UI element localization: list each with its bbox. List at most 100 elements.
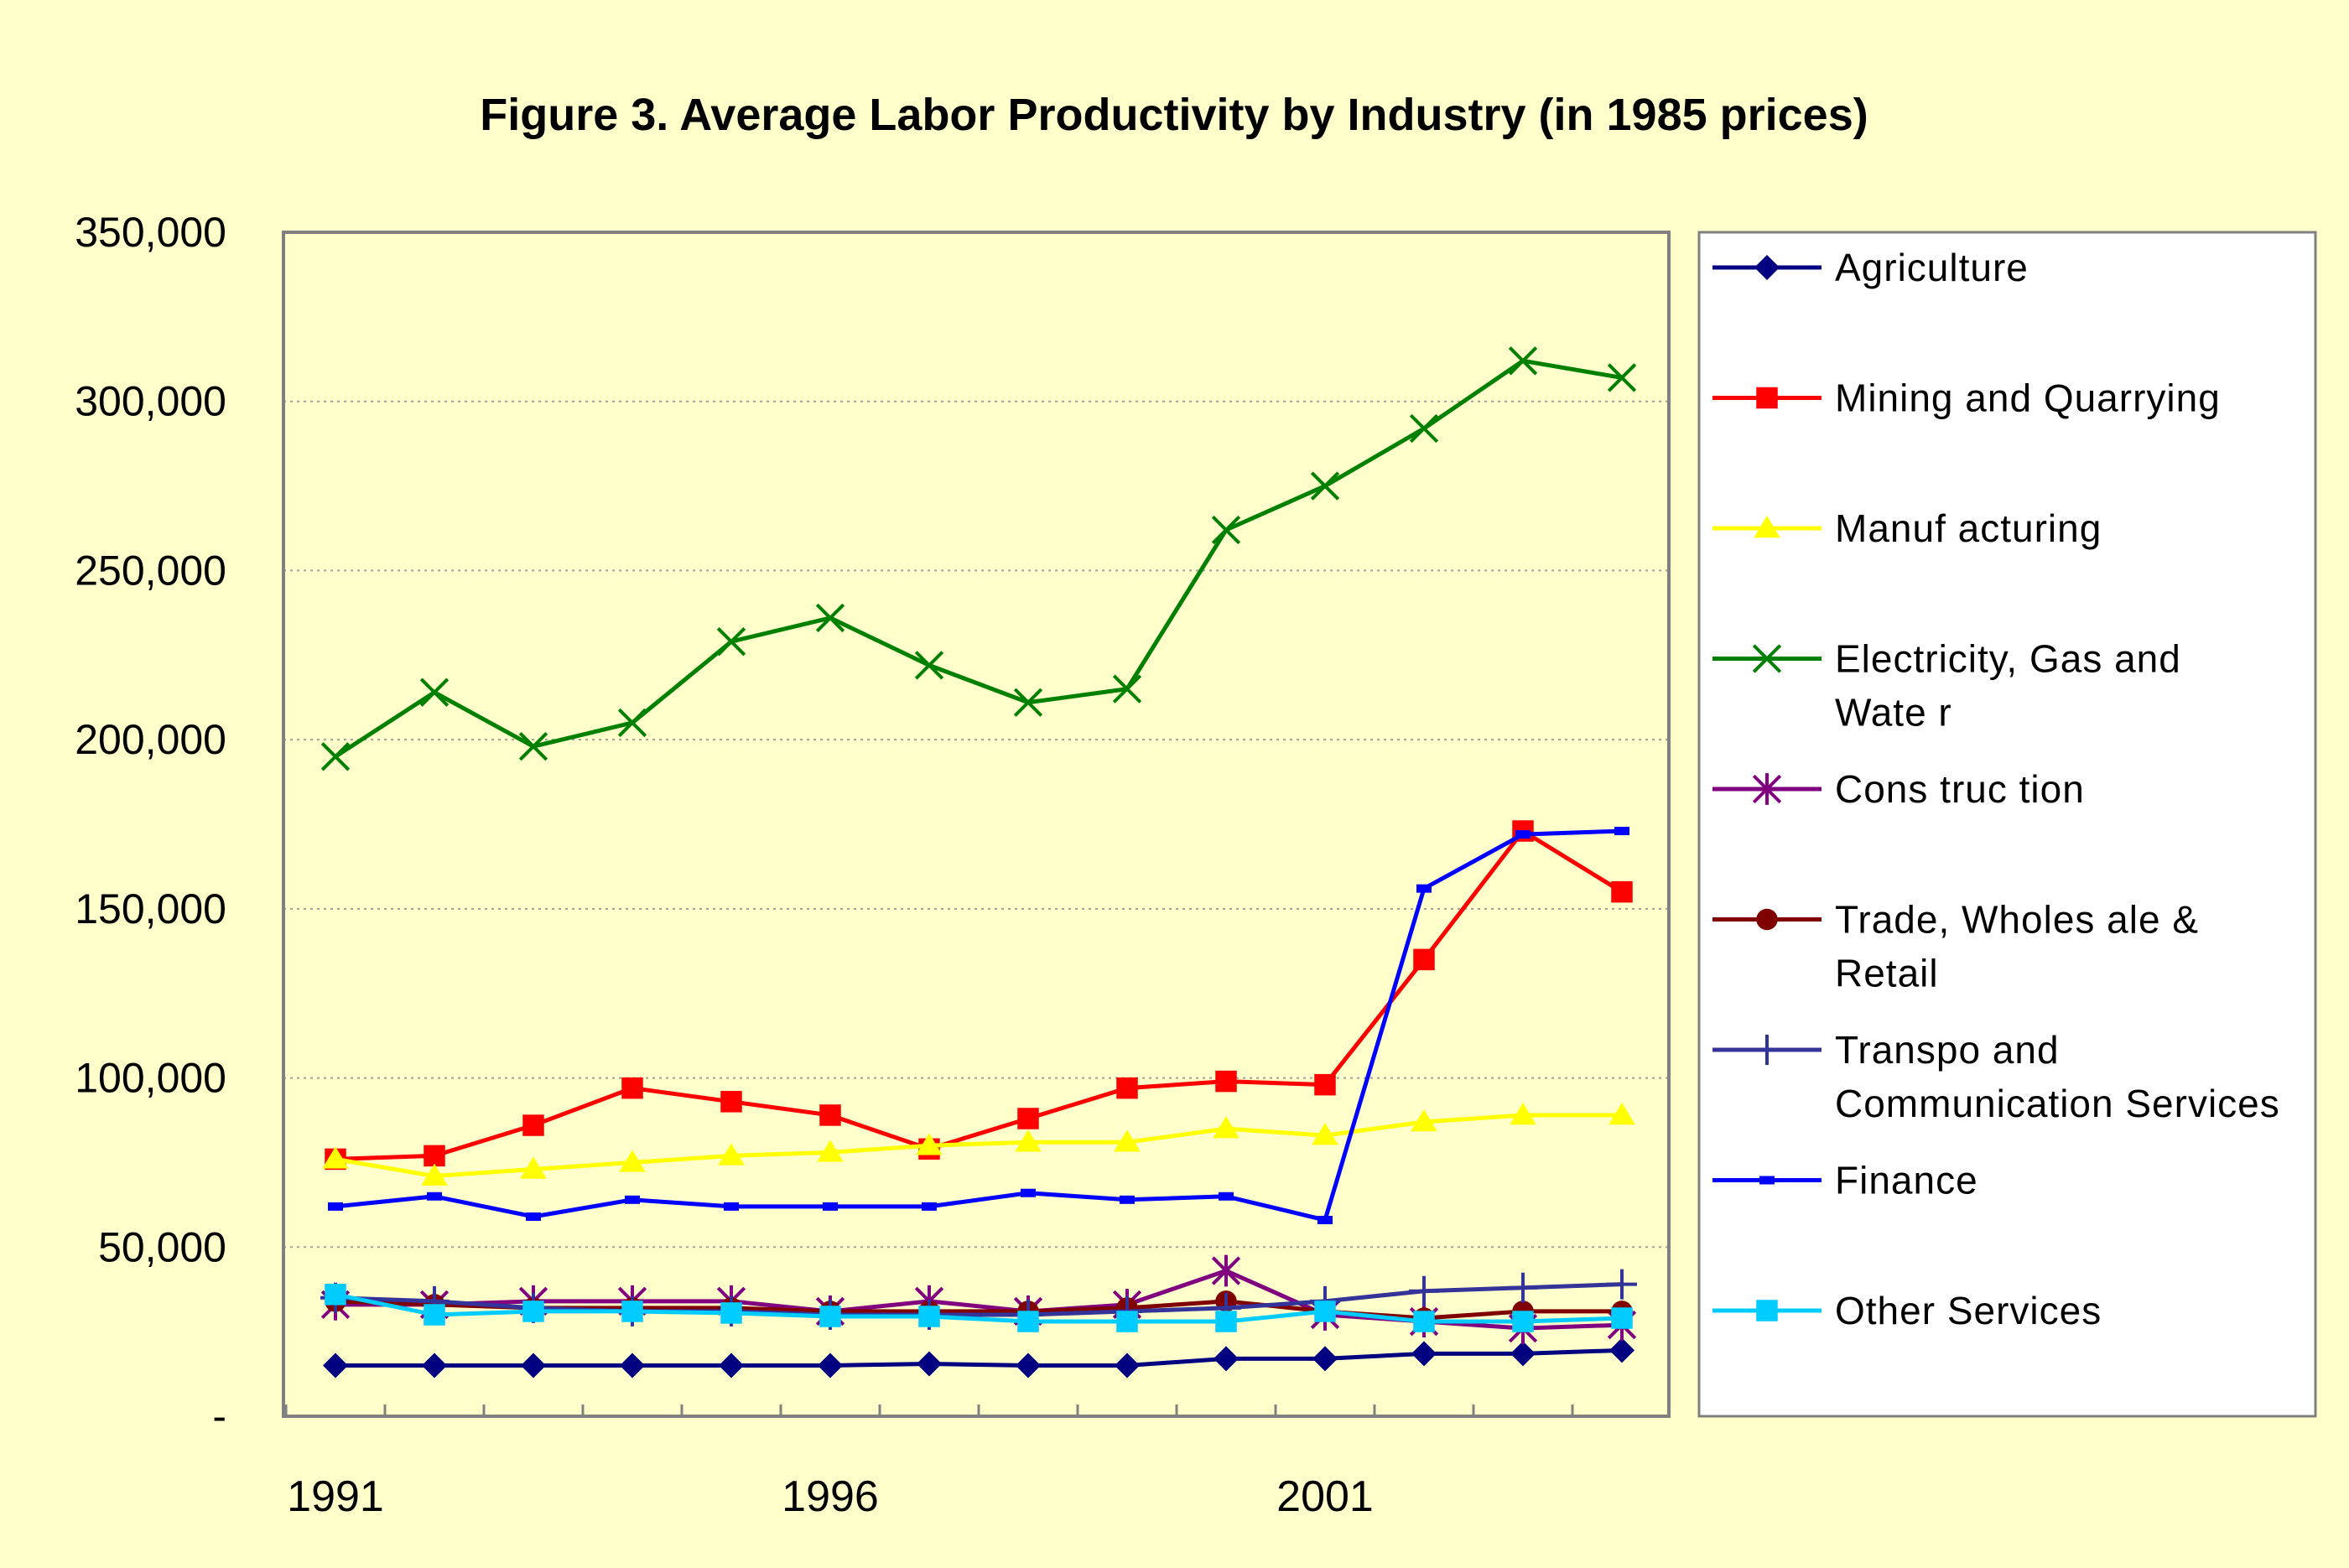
data-point	[916, 1133, 943, 1155]
data-point	[1213, 1116, 1239, 1139]
data-point	[320, 742, 351, 771]
legend-label: Mining and Quarrying	[1835, 376, 2221, 420]
data-point	[325, 1284, 346, 1306]
data-point	[1756, 908, 1778, 931]
data-point	[1510, 1102, 1536, 1125]
data-point	[424, 1145, 445, 1167]
y-tick-label: 50,000	[98, 1223, 226, 1270]
data-point	[1116, 1311, 1138, 1332]
data-point	[518, 732, 548, 761]
data-point	[1120, 1195, 1135, 1204]
grid-lines	[283, 400, 1669, 1249]
data-point	[1015, 1129, 1042, 1152]
data-point	[322, 1146, 349, 1169]
legend-entries: Agriculture Mining and Quarrying Manuf act…	[1712, 246, 2280, 1332]
series-other-services	[325, 1284, 1633, 1332]
data-point	[720, 1091, 742, 1113]
series-manufacturing	[322, 1102, 1635, 1186]
data-point	[328, 1202, 343, 1211]
series-line	[335, 828, 1623, 1223]
plot-area	[282, 231, 1671, 1418]
data-point	[1515, 830, 1530, 839]
data-point	[619, 1150, 646, 1172]
data-point	[526, 1212, 541, 1221]
axes: - 50,000 100,000 150,000 200,000 250,000 300,0…	[75, 209, 1574, 1521]
data-point	[1411, 1341, 1437, 1367]
data-point	[1614, 827, 1629, 836]
data-point	[1512, 1311, 1534, 1332]
data-point	[1219, 1192, 1234, 1201]
legend-label: Transpo and	[1835, 1028, 2060, 1072]
legend-label: Agriculture	[1835, 246, 2029, 289]
data-point	[1611, 1307, 1633, 1329]
data-point	[621, 1077, 643, 1099]
data-point	[522, 1301, 544, 1322]
data-point	[621, 1301, 643, 1322]
legend-entry: Transpo and Communication Services	[1712, 1028, 2280, 1125]
x-tick-label: 1996	[782, 1472, 879, 1521]
data-point	[1611, 880, 1633, 903]
data-point	[823, 1202, 838, 1211]
data-point	[724, 1202, 739, 1211]
legend-label: Cons truc tion	[1835, 767, 2085, 811]
legend-entry: Trade, Wholes ale & Retail	[1712, 898, 2198, 995]
data-point	[1508, 346, 1538, 376]
data-point	[1016, 1353, 1041, 1378]
data-point	[421, 1163, 448, 1186]
legend-label: Electricity, Gas and	[1835, 637, 2181, 681]
data-point	[1314, 1301, 1336, 1322]
data-point	[1756, 387, 1778, 409]
data-point	[1112, 674, 1142, 704]
y-tick-label: 150,000	[75, 885, 226, 932]
legend-label: Other Services	[1835, 1289, 2102, 1332]
data-point	[815, 603, 845, 633]
legend-entry: Finance	[1712, 1159, 1978, 1202]
data-point	[719, 1353, 744, 1378]
data-point	[1752, 1035, 1782, 1065]
data-point	[918, 1306, 940, 1327]
chart-title: Figure 3. Average Labor Productivity by …	[480, 90, 1868, 140]
data-point	[1017, 1108, 1039, 1129]
y-tick-label: 100,000	[75, 1055, 226, 1102]
data-point	[1409, 1275, 1439, 1306]
data-point	[914, 651, 944, 680]
x-tick-label: 1991	[287, 1472, 384, 1521]
legend-label: Communication Services	[1835, 1082, 2280, 1125]
legend-label: Wate r	[1835, 691, 1952, 735]
data-point	[620, 1353, 645, 1378]
data-point	[720, 1302, 742, 1324]
data-point	[819, 1306, 841, 1327]
legend-label: Finance	[1835, 1159, 1978, 1202]
data-point	[1215, 1070, 1237, 1093]
legend-entry: Other Services	[1712, 1289, 2102, 1332]
data-point	[521, 1353, 546, 1378]
series-electricity-gas-and-water	[320, 346, 1637, 771]
legend-entry: Electricity, Gas and Wate r	[1712, 637, 2181, 735]
data-point	[1115, 1353, 1140, 1378]
series-line	[335, 1292, 1623, 1324]
data-point	[1411, 1109, 1437, 1132]
data-point	[1211, 1254, 1241, 1287]
data-point	[1754, 255, 1780, 280]
data-point	[419, 678, 450, 707]
data-point	[818, 1353, 843, 1378]
data-point	[1312, 1123, 1338, 1145]
data-point	[1116, 1077, 1138, 1099]
data-point	[1752, 773, 1782, 805]
data-point	[323, 1353, 348, 1378]
series-finance	[328, 827, 1629, 1225]
series-line	[335, 1282, 1623, 1317]
data-point	[617, 708, 647, 738]
y-tick-label: 250,000	[75, 547, 226, 594]
y-tick-label: -	[212, 1393, 226, 1440]
data-point	[1314, 1073, 1336, 1096]
data-point	[1317, 1216, 1333, 1225]
data-point	[520, 1156, 547, 1179]
data-point	[1416, 884, 1432, 893]
legend	[1697, 231, 2317, 1418]
data-point	[1609, 1337, 1634, 1363]
data-point	[1114, 1129, 1141, 1152]
data-point	[716, 626, 746, 657]
data-point	[1017, 1311, 1039, 1332]
